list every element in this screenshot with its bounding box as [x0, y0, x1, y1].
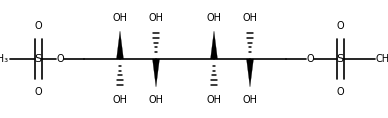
Polygon shape	[116, 31, 123, 59]
Text: O: O	[34, 21, 42, 31]
Text: OH: OH	[206, 95, 222, 105]
Text: O: O	[34, 87, 42, 97]
Text: O: O	[56, 54, 64, 64]
Text: CH₃: CH₃	[376, 54, 388, 64]
Text: OH: OH	[206, 13, 222, 23]
Text: OH: OH	[149, 95, 163, 105]
Text: O: O	[336, 21, 344, 31]
Text: OH: OH	[113, 13, 128, 23]
Polygon shape	[211, 31, 218, 59]
Text: OH: OH	[149, 13, 163, 23]
Text: OH: OH	[242, 13, 258, 23]
Polygon shape	[152, 59, 159, 87]
Text: OH: OH	[242, 95, 258, 105]
Text: O: O	[306, 54, 314, 64]
Text: S: S	[336, 54, 343, 64]
Text: O: O	[336, 87, 344, 97]
Polygon shape	[246, 59, 253, 87]
Text: OH: OH	[113, 95, 128, 105]
Text: S: S	[35, 54, 42, 64]
Text: CH₃: CH₃	[0, 54, 9, 64]
